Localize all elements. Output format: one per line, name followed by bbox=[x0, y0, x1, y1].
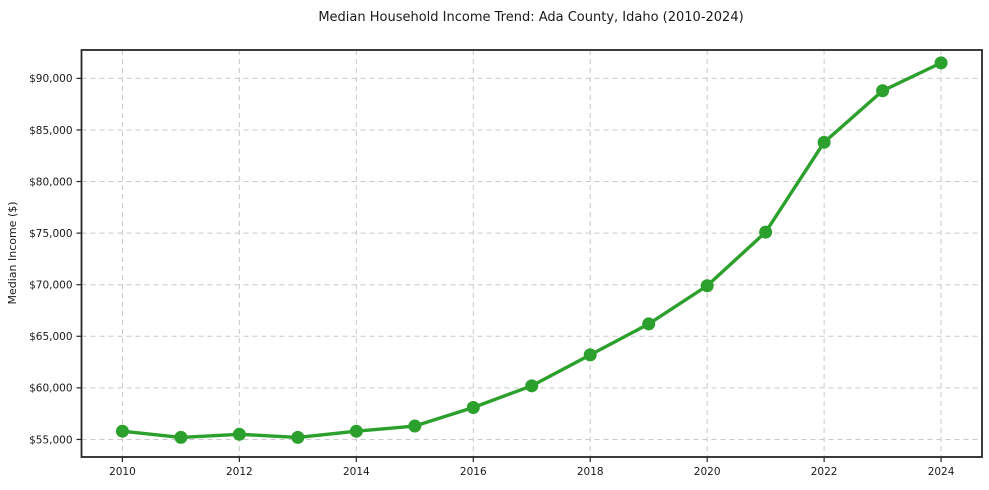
data-point-marker bbox=[759, 225, 773, 239]
plot-border bbox=[80, 49, 983, 458]
y-tick-label: $90,000 bbox=[29, 73, 72, 85]
x-tick-label: 2022 bbox=[811, 466, 838, 478]
y-tick-label: $65,000 bbox=[29, 331, 72, 343]
y-tick-label: $70,000 bbox=[29, 280, 72, 292]
x-tick-label: 2014 bbox=[343, 466, 370, 478]
y-axis-label: Median Income ($) bbox=[6, 201, 19, 304]
data-point-marker bbox=[642, 317, 656, 331]
data-point-marker bbox=[876, 84, 890, 98]
data-point-marker bbox=[349, 424, 363, 438]
x-tick-label: 2018 bbox=[577, 466, 604, 478]
x-tick-label: 2024 bbox=[928, 466, 955, 478]
data-point-marker bbox=[115, 424, 129, 438]
data-point-marker bbox=[583, 348, 597, 362]
data-point-marker bbox=[291, 430, 305, 444]
y-tick-label: $60,000 bbox=[29, 383, 72, 395]
x-tick-label: 2010 bbox=[109, 466, 136, 478]
data-point-marker bbox=[232, 427, 246, 441]
chart-title: Median Household Income Trend: Ada Count… bbox=[318, 10, 743, 25]
data-point-marker bbox=[174, 430, 188, 444]
data-point-marker bbox=[934, 56, 948, 70]
data-point-marker bbox=[466, 400, 480, 414]
y-tick-label: $80,000 bbox=[29, 176, 72, 188]
y-tick-label: $75,000 bbox=[29, 228, 72, 240]
data-point-marker bbox=[817, 135, 831, 149]
x-tick-label: 2012 bbox=[226, 466, 253, 478]
plot-area: $55,000 $60,000 $65,000 $70,000 $75,000 $80,0… bbox=[29, 49, 983, 478]
data-point-marker bbox=[525, 379, 539, 393]
data-point-marker bbox=[700, 279, 714, 293]
y-tick-label: $55,000 bbox=[29, 434, 72, 446]
x-tick-label: 2020 bbox=[694, 466, 721, 478]
y-tick-label: $85,000 bbox=[29, 125, 72, 137]
data-point-marker bbox=[408, 419, 422, 433]
x-tick-label: 2016 bbox=[460, 466, 487, 478]
